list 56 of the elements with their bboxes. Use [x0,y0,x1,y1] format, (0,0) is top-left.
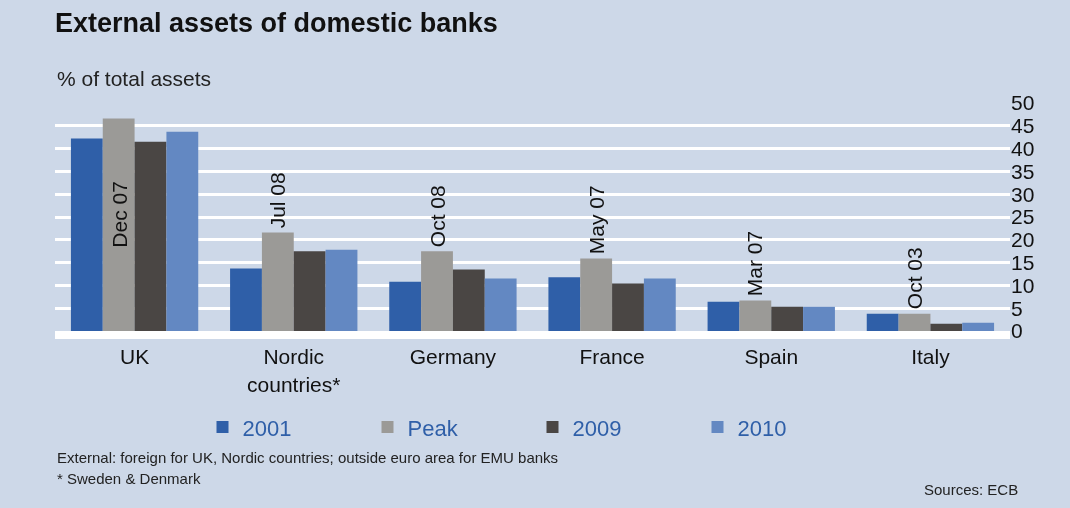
bar [866,313,899,331]
bar [166,131,199,331]
source-note: Sources: ECB [924,481,1019,498]
bar [898,313,931,331]
y-tick-label: 15 [1011,250,1035,274]
bar [261,232,294,331]
bar [548,277,581,331]
y-tick-label: 10 [1011,273,1035,297]
text: External: foreign for UK, Nordic countries; outside euro area for EMU banks [57,449,559,466]
bar [643,278,676,331]
y-tick-label: 5 [1011,296,1023,320]
bar [325,249,358,331]
annotation: Jul 08 [266,172,290,229]
bar [293,251,326,331]
y-tick-label: 20 [1011,228,1035,252]
bar [962,322,995,331]
y-tick-label: 0 [1011,319,1023,343]
bar [452,269,485,331]
y-tick-label: 30 [1011,182,1035,206]
legend-label: Peak [407,415,459,441]
bar [230,268,262,331]
annotation: Mar 07 [743,230,767,297]
annotation: Oct 03 [902,247,926,310]
bar [70,138,103,331]
legend-label: 2009 [572,415,622,441]
y-tick-label: 50 [1011,91,1035,115]
x-tick-label: France [579,345,645,369]
legend-label: 2001 [242,415,292,441]
x-tick-label: Germany [409,345,497,369]
y-tick-label: 25 [1011,205,1035,229]
bar [803,306,835,331]
legend-label: 2010 [737,415,787,441]
bar [580,258,613,331]
bar [612,283,644,331]
bar [739,300,772,331]
bar [771,306,804,331]
bar [102,118,135,331]
bar [389,281,422,331]
annotation: May 07 [585,185,609,255]
y-tick-label: 35 [1011,159,1035,183]
bar [707,301,740,331]
x-tick-label: Nordic countries* [247,345,341,396]
x-tick-label: Italy [911,345,951,369]
x-tick-label: UK [119,345,150,369]
chart-subtitle: % of total assets [57,67,212,90]
y-tick-label: 45 [1011,114,1035,138]
bar [134,141,167,331]
chart-title: External assets of domestic banks [55,7,498,38]
text: * Sweden & Denmark [57,470,201,487]
annotation: Oct 08 [425,185,449,248]
bar [421,251,453,331]
bar [484,278,517,331]
y-tick-label: 40 [1011,136,1035,160]
bar [930,323,963,331]
annotation: Dec 07 [107,181,131,248]
x-tick-label: Spain [744,345,799,369]
